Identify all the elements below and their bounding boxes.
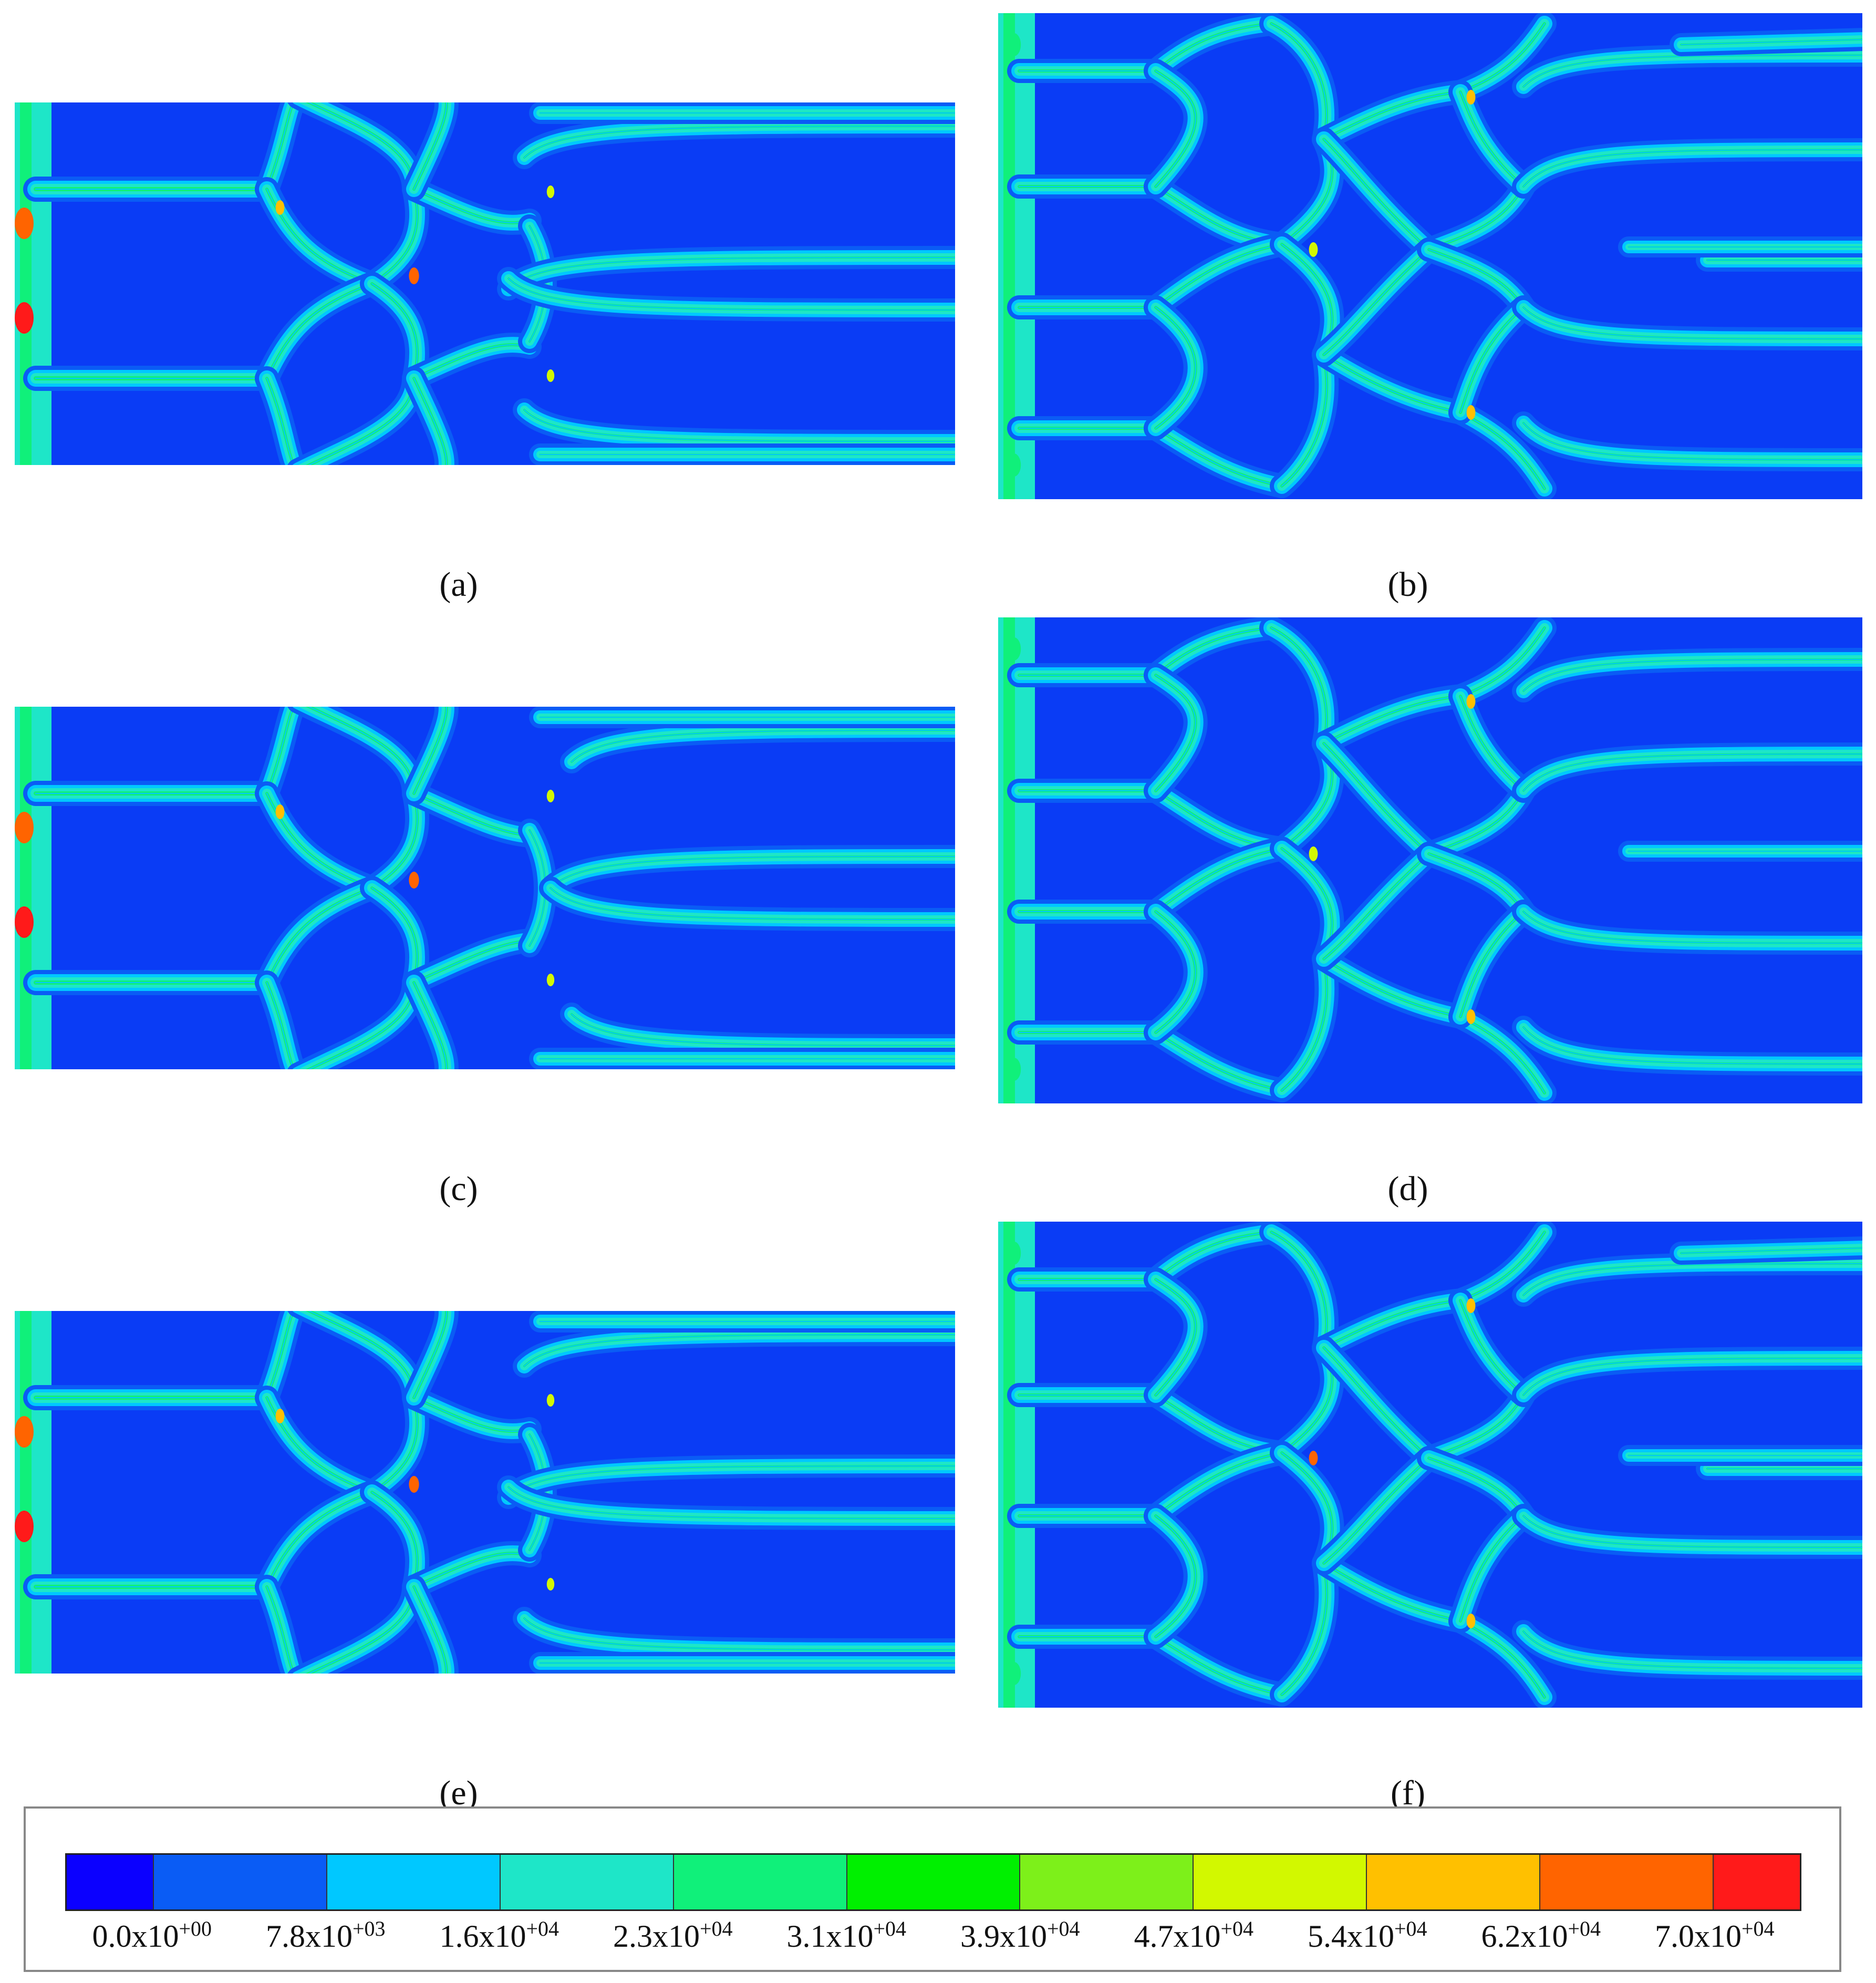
- contour-plot: [15, 1311, 955, 1674]
- colorbar-tick-label: 3.1x10+04: [786, 1917, 907, 1954]
- colorbar-tick-label: 1.6x10+04: [439, 1917, 559, 1954]
- panel-caption-f: (f): [1391, 1774, 1425, 1812]
- contour-plot: [998, 1222, 1862, 1708]
- colorbar-segment: [847, 1855, 1021, 1909]
- contour-panel-a: [15, 102, 955, 465]
- contour-plot: [998, 13, 1862, 499]
- colorbar-tick-label: 0.0x10+00: [92, 1917, 212, 1954]
- panel-caption-b: (b): [1387, 565, 1428, 604]
- colorbar-tick-label: 3.9x10+04: [960, 1917, 1080, 1954]
- panel-caption-e: (e): [439, 1774, 478, 1812]
- colorbar-segment: [1367, 1855, 1541, 1909]
- colorbar-segment: [327, 1855, 501, 1909]
- colorbar-segment: [1540, 1855, 1714, 1909]
- colorbar-legend: 0.0x10+00 7.8x10+03 1.6x10+04 2.3x10+04 3.1x…: [24, 1806, 1841, 1972]
- contour-panel-c: [15, 707, 955, 1069]
- colorbar-segment: [67, 1855, 154, 1909]
- colorbar-tick-label: 2.3x10+04: [613, 1917, 733, 1954]
- colorbar: [65, 1853, 1801, 1911]
- colorbar-segment: [1714, 1855, 1800, 1909]
- panel-caption-d: (d): [1387, 1170, 1428, 1208]
- contour-plot: [998, 617, 1862, 1103]
- contour-panel-d: [998, 617, 1862, 1103]
- colorbar-labels: 0.0x10+00 7.8x10+03 1.6x10+04 2.3x10+04 3.1x…: [26, 1916, 1839, 1964]
- colorbar-tick-label: 7.8x10+03: [265, 1917, 386, 1954]
- panel-caption-a: (a): [439, 565, 478, 604]
- colorbar-tick-label: 7.0x10+04: [1654, 1917, 1775, 1954]
- colorbar-segment: [1194, 1855, 1367, 1909]
- contour-panel-f: [998, 1222, 1862, 1708]
- colorbar-segment: [1020, 1855, 1194, 1909]
- contour-panel-b: [998, 13, 1862, 499]
- colorbar-segment: [673, 1855, 847, 1909]
- colorbar-tick-label: 4.7x10+04: [1134, 1917, 1254, 1954]
- contour-panel-e: [15, 1311, 955, 1674]
- contour-plot: [15, 707, 955, 1069]
- contour-plot: [15, 102, 955, 465]
- colorbar-segment: [153, 1855, 327, 1909]
- colorbar-segment: [500, 1855, 674, 1909]
- colorbar-tick-label: 6.2x10+04: [1481, 1917, 1601, 1954]
- panel-caption-c: (c): [439, 1170, 478, 1208]
- colorbar-tick-label: 5.4x10+04: [1307, 1917, 1427, 1954]
